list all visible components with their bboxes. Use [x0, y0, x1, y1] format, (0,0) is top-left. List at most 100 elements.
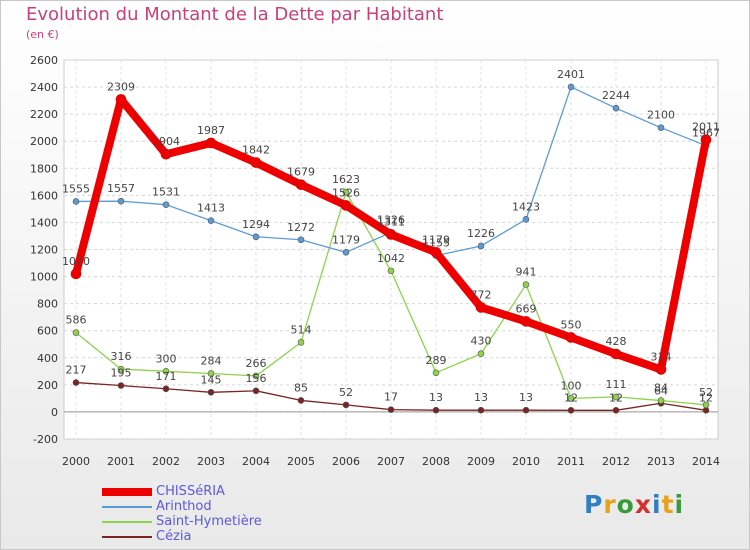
y-tick-label: 1000: [30, 271, 58, 284]
legend: CHISSéRIA Arinthod Saint-Hymetière Cézia: [102, 484, 262, 544]
y-tick-label: 1200: [30, 244, 58, 257]
legend-item: Arinthod: [102, 499, 262, 514]
data-point: [342, 188, 350, 196]
data-point: [342, 401, 350, 409]
chart-subtitle: (en €): [26, 28, 59, 41]
data-point: [477, 242, 485, 250]
data-point: [387, 267, 395, 275]
y-tick-label: 0: [51, 406, 58, 419]
y-tick-label: 2400: [30, 81, 58, 94]
data-point: [432, 369, 440, 377]
data-point: [477, 406, 485, 414]
data-label: 284: [201, 354, 222, 367]
data-point: [162, 201, 170, 208]
logo-letter: x: [634, 490, 652, 519]
data-point: [700, 134, 712, 146]
data-label: 171: [156, 370, 177, 383]
legend-swatch: [102, 520, 152, 523]
legend-item: Saint-Hymetière: [102, 514, 262, 529]
x-tick-label: 2014: [692, 455, 720, 468]
data-point: [162, 385, 170, 393]
data-label: 1555: [62, 182, 90, 195]
data-label: 1179: [332, 233, 360, 246]
data-point: [520, 316, 532, 327]
data-point: [72, 379, 80, 386]
data-label: 2100: [647, 109, 675, 122]
data-point: [565, 332, 577, 343]
data-point: [72, 329, 80, 336]
logo-letter: P: [584, 490, 604, 519]
data-label: 586: [66, 314, 87, 327]
data-point: [207, 389, 215, 396]
data-label: 316: [111, 350, 132, 363]
data-label: 12: [564, 391, 578, 404]
data-point: [297, 397, 305, 404]
data-point: [522, 216, 530, 223]
x-tick-label: 2002: [152, 455, 180, 468]
data-label: 12: [609, 391, 623, 404]
data-point: [115, 94, 127, 105]
data-point: [522, 281, 530, 288]
data-point: [385, 229, 397, 240]
data-label: 1967: [692, 127, 720, 140]
data-label: 195: [111, 367, 132, 380]
data-label: 1311: [377, 215, 405, 228]
data-label: 1842: [242, 144, 270, 157]
data-point: [477, 350, 485, 358]
x-tick-label: 2006: [332, 455, 360, 468]
data-point: [295, 179, 307, 190]
data-label: 430: [471, 335, 492, 348]
data-point: [297, 339, 305, 346]
data-point: [430, 247, 442, 258]
chart-title: Evolution du Montant de la Dette par Hab…: [26, 4, 444, 25]
x-tick-label: 2007: [377, 455, 405, 468]
y-tick-label: 600: [37, 325, 58, 338]
logo-letter: r: [603, 490, 617, 519]
legend-item: CHISSéRIA: [102, 484, 262, 499]
data-point: [612, 407, 620, 414]
x-tick-label: 2011: [557, 455, 585, 468]
x-tick-label: 2005: [287, 455, 315, 468]
logo-letter: i: [652, 490, 662, 519]
data-point: [117, 382, 125, 389]
data-point: [117, 197, 125, 205]
x-tick-label: 2009: [467, 455, 495, 468]
data-label: 13: [429, 391, 443, 404]
data-label: 1531: [152, 186, 180, 199]
x-tick-label: 2012: [602, 455, 630, 468]
data-label: 1272: [287, 221, 315, 234]
data-label: 156: [246, 372, 267, 385]
data-point: [250, 157, 262, 168]
data-point: [702, 407, 710, 414]
data-point: [657, 397, 665, 404]
y-tick-label: 1600: [30, 189, 58, 202]
legend-swatch: [102, 505, 152, 508]
x-tick-label: 2010: [512, 455, 540, 468]
data-label: 2011: [692, 121, 720, 134]
data-point: [205, 137, 217, 149]
data-label: 314: [651, 350, 672, 363]
legend-label: Arinthod: [156, 499, 212, 514]
data-label: 1326: [377, 213, 405, 226]
data-label: 669: [516, 302, 537, 315]
data-point: [340, 200, 352, 211]
data-label: 13: [519, 391, 533, 404]
data-label: 514: [291, 323, 312, 336]
y-tick-label: 1800: [30, 162, 58, 175]
data-point: [297, 236, 305, 244]
data-label: 289: [426, 354, 447, 367]
x-tick-label: 2001: [107, 455, 135, 468]
y-tick-label: -200: [33, 433, 58, 446]
data-point: [117, 365, 125, 373]
data-label: 1557: [107, 182, 135, 195]
data-point: [207, 217, 215, 224]
data-label: 1623: [332, 173, 360, 186]
data-point: [567, 83, 575, 91]
data-label: 1042: [377, 252, 405, 265]
data-point: [342, 249, 350, 256]
data-point: [702, 401, 710, 409]
x-tick-label: 2003: [197, 455, 225, 468]
data-point: [162, 368, 170, 375]
data-point: [252, 233, 260, 241]
